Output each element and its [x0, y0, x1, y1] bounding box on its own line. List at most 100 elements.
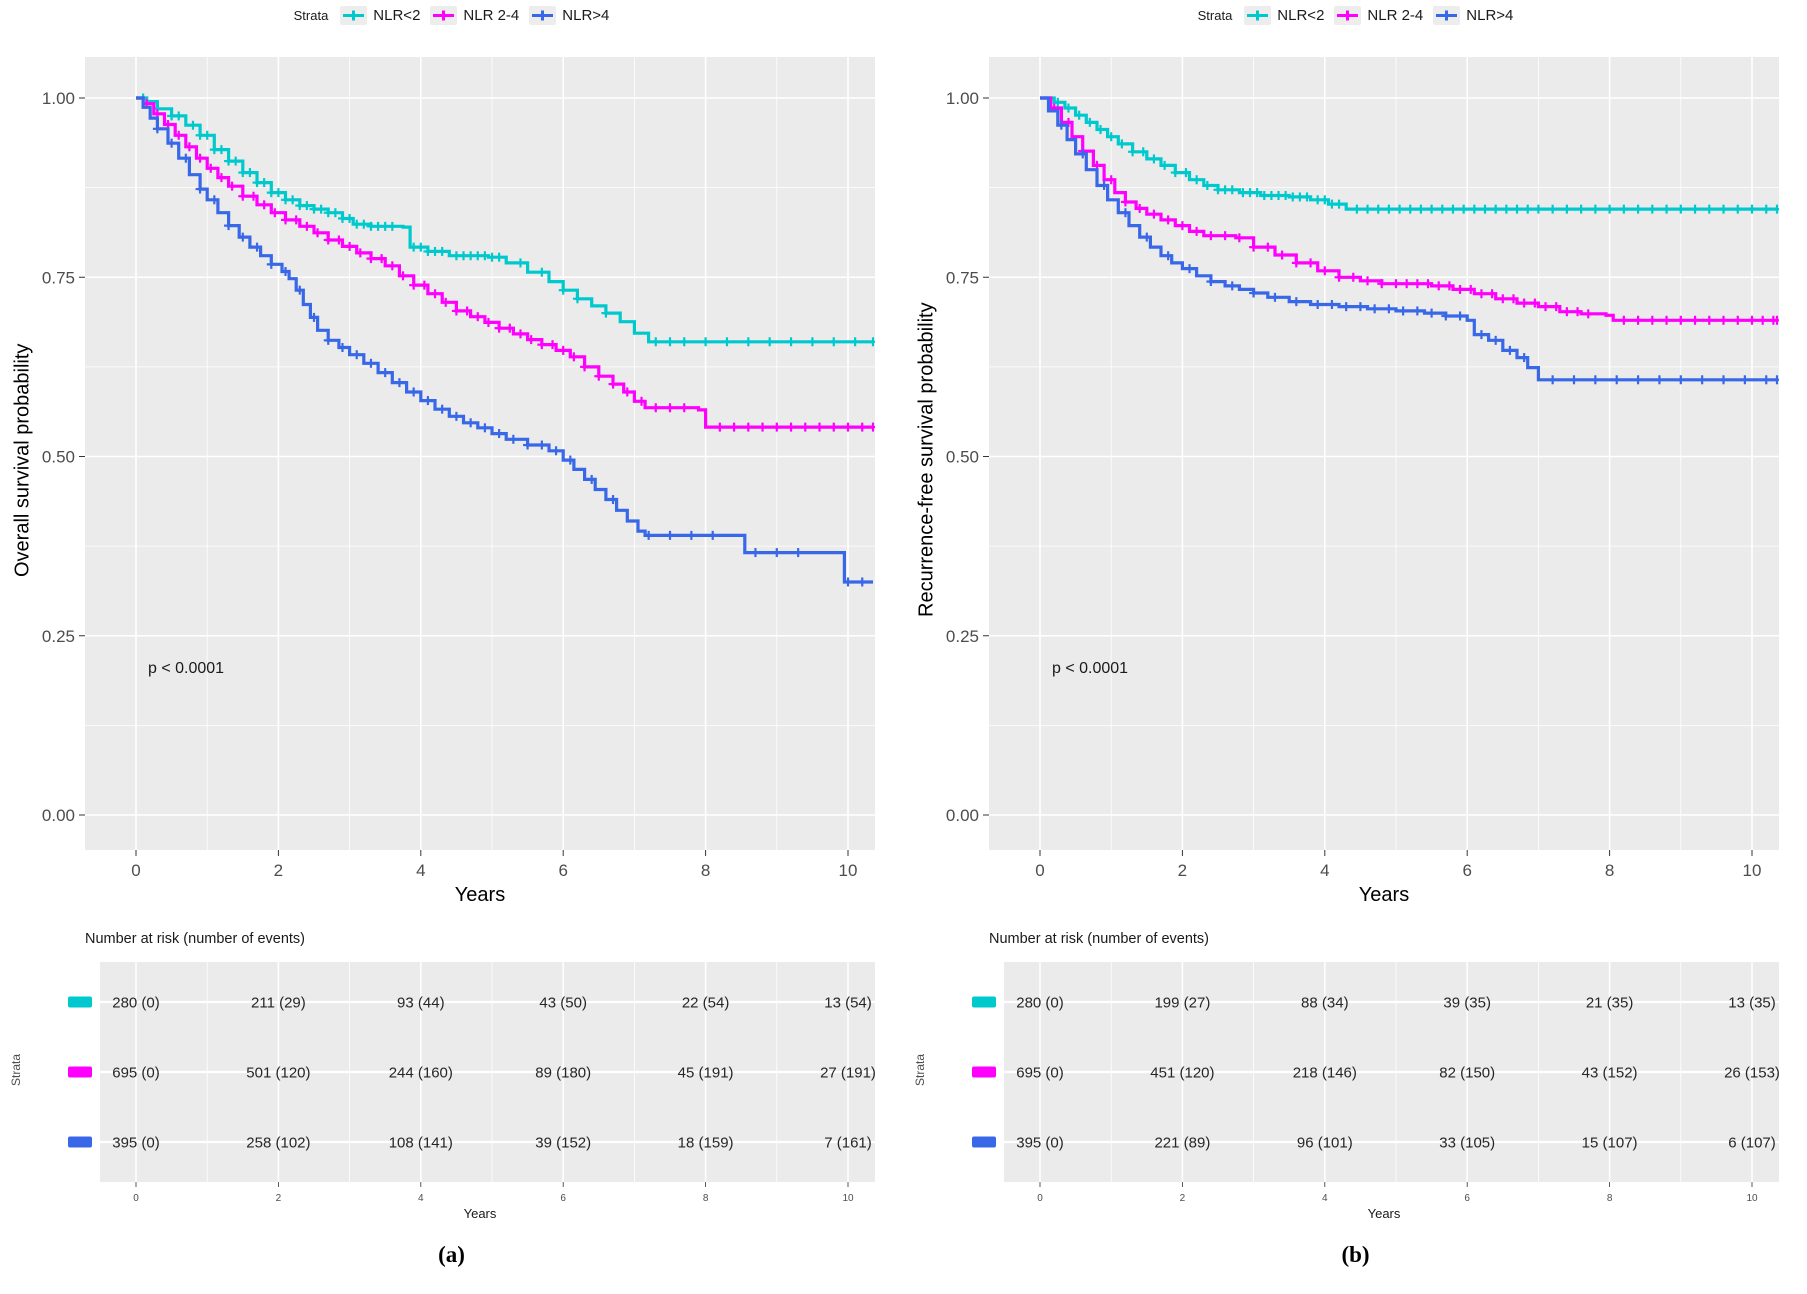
- legend-item-nlr-lt2: NLR<2: [1244, 6, 1324, 25]
- svg-text:0.50: 0.50: [946, 448, 979, 467]
- svg-text:2: 2: [276, 1193, 282, 1204]
- legend-item-nlr-lt2: NLR<2: [340, 6, 420, 25]
- x-axis-title: Years: [454, 884, 506, 906]
- svg-text:108 (141): 108 (141): [389, 1135, 453, 1152]
- legend-item-nlr-gt4: NLR>4: [1433, 6, 1513, 25]
- svg-text:199 (27): 199 (27): [1154, 995, 1210, 1012]
- svg-text:8: 8: [701, 861, 710, 880]
- svg-text:0: 0: [1035, 861, 1044, 880]
- svg-text:10: 10: [1746, 1193, 1758, 1204]
- svg-text:10: 10: [842, 1193, 854, 1204]
- legend-title: Strata: [293, 8, 329, 23]
- svg-text:218 (146): 218 (146): [1293, 1065, 1357, 1082]
- legend: Strata NLR<2 NLR 2-4 NLR>4: [904, 6, 1807, 25]
- svg-text:6: 6: [560, 1193, 566, 1204]
- legend-label: NLR 2-4: [1367, 7, 1424, 24]
- svg-text:0.25: 0.25: [42, 627, 75, 646]
- svg-text:8: 8: [1607, 1193, 1613, 1204]
- svg-text:43 (152): 43 (152): [1582, 1065, 1638, 1082]
- risk-table-x-axis-title: Years: [463, 1206, 497, 1221]
- overall-survival-plot: 1.00 0.75 0.50 0.25 0.00 0 2 4 6 8 10 280 (0) 211 (2…: [42, 57, 876, 1204]
- svg-text:8: 8: [1605, 861, 1614, 880]
- svg-text:7 (161): 7 (161): [824, 1135, 872, 1152]
- svg-text:211 (29): 211 (29): [251, 995, 306, 1012]
- subfigure-caption-a: (a): [438, 1242, 465, 1267]
- svg-text:15 (107): 15 (107): [1582, 1135, 1638, 1152]
- risk-table-axis-title: Strata: [913, 1054, 927, 1087]
- legend-label: NLR 2-4: [463, 7, 520, 24]
- svg-text:695 (0): 695 (0): [1016, 1065, 1064, 1082]
- svg-text:0.75: 0.75: [42, 268, 75, 287]
- svg-text:26 (153): 26 (153): [1724, 1065, 1780, 1082]
- svg-text:258 (102): 258 (102): [246, 1135, 310, 1152]
- svg-text:88 (34): 88 (34): [1301, 995, 1349, 1012]
- svg-text:43 (50): 43 (50): [539, 995, 587, 1012]
- svg-text:13 (35): 13 (35): [1728, 995, 1776, 1012]
- risk-table-axis-title: Strata: [9, 1054, 23, 1087]
- legend-item-nlr-gt4: NLR>4: [529, 6, 609, 25]
- recurrence-free-survival-plot: 1.00 0.75 0.50 0.25 0.00 0 2 4 6 8 10 280 (0) 199 (2…: [946, 57, 1780, 1204]
- svg-text:6 (107): 6 (107): [1728, 1135, 1776, 1152]
- panel-recurrence-free-survival: Strata NLR<2 NLR 2-4 NLR>4 1.00 0.75 0.50 0…: [904, 0, 1807, 1294]
- legend-label: NLR<2: [1277, 7, 1325, 24]
- svg-text:4: 4: [418, 1193, 424, 1204]
- svg-text:96 (101): 96 (101): [1297, 1135, 1353, 1152]
- survival-curve-key-icon: [340, 6, 368, 25]
- survival-curve-key-icon: [1334, 6, 1362, 25]
- svg-text:395 (0): 395 (0): [1016, 1135, 1064, 1152]
- svg-text:89 (180): 89 (180): [535, 1065, 591, 1082]
- y-axis-title: Overall survival probability: [11, 343, 34, 577]
- pvalue-annotation: p < 0.0001: [148, 660, 225, 677]
- svg-text:280 (0): 280 (0): [1016, 995, 1064, 1012]
- svg-text:0: 0: [131, 861, 140, 880]
- svg-text:93 (44): 93 (44): [397, 995, 445, 1012]
- risk-table-title: Number at risk (number of events): [85, 931, 305, 947]
- svg-text:33 (105): 33 (105): [1439, 1135, 1495, 1152]
- svg-text:0: 0: [1037, 1193, 1043, 1204]
- survival-curve-key-icon: [430, 6, 458, 25]
- svg-text:27 (191): 27 (191): [820, 1065, 876, 1082]
- svg-text:10: 10: [839, 861, 858, 880]
- svg-text:4: 4: [1320, 861, 1329, 880]
- svg-text:4: 4: [1322, 1193, 1328, 1204]
- svg-text:244 (160): 244 (160): [389, 1065, 453, 1082]
- svg-text:2: 2: [1178, 861, 1187, 880]
- svg-text:501 (120): 501 (120): [246, 1065, 310, 1082]
- legend-label: NLR>4: [562, 7, 610, 24]
- svg-text:2: 2: [1180, 1193, 1186, 1204]
- svg-text:10: 10: [1743, 861, 1762, 880]
- x-axis-title: Years: [1358, 884, 1410, 906]
- svg-text:0: 0: [133, 1193, 139, 1204]
- legend-title: Strata: [1197, 8, 1233, 23]
- legend-item-nlr-2-4: NLR 2-4: [430, 6, 519, 25]
- svg-text:13 (54): 13 (54): [824, 995, 872, 1012]
- subfigure-caption-b: (b): [1341, 1242, 1370, 1267]
- svg-text:39 (152): 39 (152): [535, 1135, 591, 1152]
- svg-text:0.75: 0.75: [946, 268, 979, 287]
- svg-text:0.25: 0.25: [946, 627, 979, 646]
- svg-text:280 (0): 280 (0): [112, 995, 160, 1012]
- svg-text:1.00: 1.00: [946, 89, 979, 108]
- risk-table-x-axis-title: Years: [1367, 1206, 1401, 1221]
- svg-text:39 (35): 39 (35): [1443, 995, 1491, 1012]
- pvalue-annotation: p < 0.0001: [1052, 660, 1129, 677]
- svg-text:4: 4: [416, 861, 425, 880]
- survival-curve-key-icon: [1244, 6, 1272, 25]
- legend: Strata NLR<2 NLR 2-4 NLR>4: [0, 6, 903, 25]
- survival-curve-key-icon: [1433, 6, 1461, 25]
- svg-text:82 (150): 82 (150): [1439, 1065, 1495, 1082]
- svg-text:45 (191): 45 (191): [678, 1065, 734, 1082]
- svg-text:395 (0): 395 (0): [112, 1135, 160, 1152]
- svg-text:451 (120): 451 (120): [1150, 1065, 1214, 1082]
- legend-item-nlr-2-4: NLR 2-4: [1334, 6, 1423, 25]
- svg-text:2: 2: [274, 861, 283, 880]
- svg-text:22 (54): 22 (54): [682, 995, 730, 1012]
- svg-text:221 (89): 221 (89): [1154, 1135, 1210, 1152]
- svg-text:6: 6: [1462, 861, 1471, 880]
- svg-text:18 (159): 18 (159): [678, 1135, 734, 1152]
- svg-text:6: 6: [558, 861, 567, 880]
- svg-text:6: 6: [1464, 1193, 1470, 1204]
- legend-label: NLR<2: [373, 7, 421, 24]
- svg-text:0.00: 0.00: [42, 806, 75, 825]
